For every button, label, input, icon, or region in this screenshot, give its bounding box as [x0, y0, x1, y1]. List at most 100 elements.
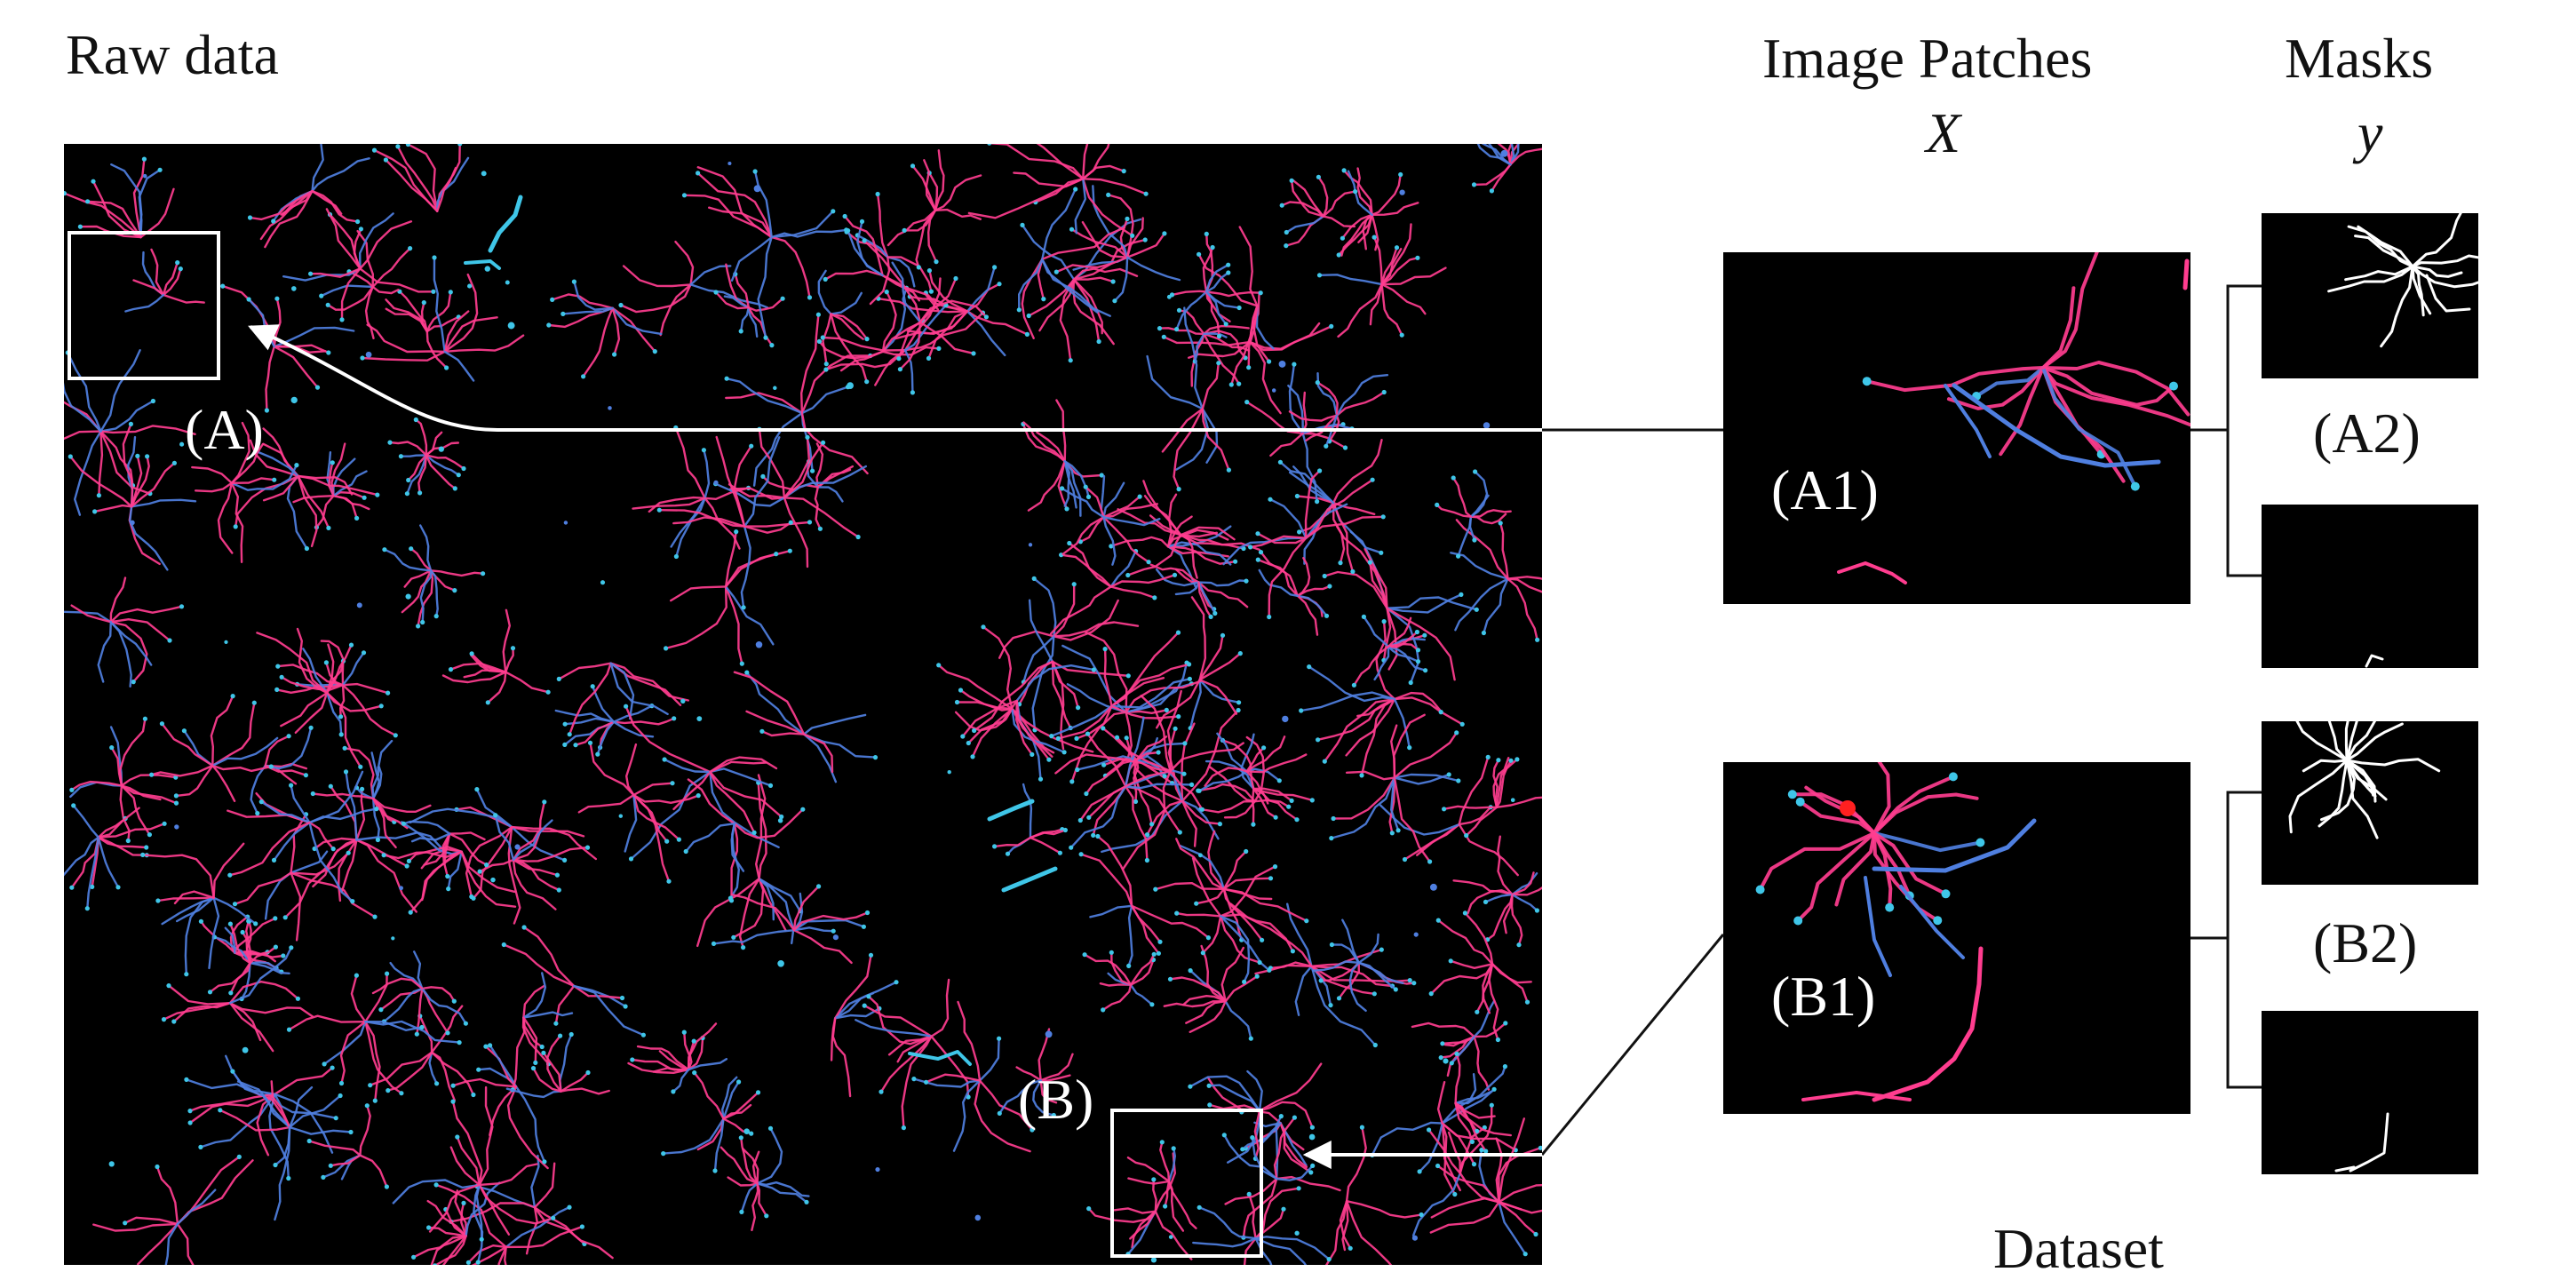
specimen-dot	[974, 1214, 982, 1221]
specimen-strand	[464, 259, 501, 270]
specimen-dot	[142, 173, 147, 179]
specimen-dot	[777, 818, 783, 823]
raw-data-title: Raw data	[66, 23, 279, 86]
raw-data-image: (A) (B)	[64, 144, 1542, 1265]
specimen-dot	[108, 1161, 115, 1167]
specimen-dot	[391, 936, 395, 941]
specimen-dot	[481, 171, 487, 177]
specimen-dot	[291, 286, 297, 291]
specimen-dot	[1028, 543, 1033, 547]
specimen-dot	[505, 280, 510, 285]
specimen-cluster	[310, 739, 432, 849]
specimen-dot	[399, 886, 403, 891]
specimen-cluster	[510, 972, 574, 1093]
specimen-cluster	[681, 166, 849, 340]
specimen-cluster	[546, 279, 663, 379]
specimen-cluster	[1442, 757, 1542, 839]
specimen-dot	[1483, 422, 1491, 429]
specimen-cluster	[724, 312, 873, 487]
patch-label-b1: (B1)	[1771, 965, 1876, 1028]
specimen-cluster	[711, 884, 871, 965]
dataset-label: Dataset	[1993, 1217, 2164, 1280]
specimen-dot	[130, 520, 135, 526]
patch-label-a1: (A1)	[1771, 458, 1879, 521]
specimen-cluster	[1146, 306, 1231, 492]
specimen-strand	[987, 799, 1035, 822]
specimen-cluster	[1221, 1114, 1341, 1240]
specimen-dot	[773, 386, 777, 391]
specimen-cluster	[286, 971, 462, 1103]
specimen-cluster	[1471, 144, 1542, 194]
specimen-cluster	[627, 1022, 728, 1094]
specimen-cluster	[505, 1031, 610, 1099]
specimen-cluster	[1454, 1051, 1512, 1154]
patch-b1-specimens	[1755, 762, 2037, 1102]
specimen-dot	[467, 283, 473, 289]
specimen-cluster	[1277, 439, 1384, 575]
mask-b2-bottom	[2262, 1011, 2478, 1174]
specimen-dot	[1411, 1235, 1418, 1241]
specimen-cluster	[1126, 1140, 1197, 1232]
specimen-dot	[1150, 1257, 1157, 1263]
specimen-cluster	[161, 945, 314, 1053]
specimen-cluster	[1316, 223, 1447, 338]
specimen-cluster	[368, 1005, 476, 1101]
mask-label-b2: (B2)	[2313, 911, 2418, 974]
specimen-dot	[1500, 149, 1508, 157]
specimen-strand	[2349, 1112, 2389, 1173]
specimen-cluster	[371, 950, 468, 1037]
specimen-strand	[2425, 274, 2471, 313]
specimen-cluster	[140, 842, 258, 977]
connector-b-outside	[1540, 934, 1725, 1156]
arrow-to-region-a	[248, 324, 1542, 432]
specimen-cluster	[1299, 619, 1465, 778]
specimen-dot	[365, 351, 372, 358]
specimen-cluster	[556, 662, 689, 737]
specimen-cluster	[911, 1000, 1035, 1153]
variable-y: y	[2357, 101, 2383, 164]
specimen-strand	[1872, 946, 1984, 1102]
specimen-dot	[242, 1046, 249, 1053]
specimen-dot	[438, 446, 444, 452]
masks-title: Masks	[2285, 27, 2434, 90]
specimen-cluster	[1086, 1152, 1193, 1260]
specimen-strand	[1001, 866, 1058, 893]
specimen-cluster	[1288, 372, 1389, 449]
specimen-dot	[1308, 1133, 1316, 1141]
specimen-cluster	[817, 269, 870, 385]
specimen-cluster	[360, 255, 525, 382]
specimen-cluster	[992, 783, 1068, 856]
specimen-cluster	[1428, 910, 1532, 1043]
specimen-dot	[743, 1128, 751, 1135]
specimen-cluster	[247, 144, 370, 249]
specimen-cluster	[282, 208, 436, 322]
specimen-cluster	[477, 799, 591, 910]
specimen-cluster	[733, 670, 879, 783]
specimen-dot	[1510, 798, 1515, 803]
specimen-cluster	[1452, 835, 1542, 948]
specimen-dot	[1429, 883, 1437, 891]
specimen-cluster	[1060, 474, 1161, 566]
specimen-cluster	[149, 694, 279, 802]
specimen-cluster	[501, 925, 647, 1038]
specimen-dot	[875, 1167, 880, 1173]
specimen-cluster	[1069, 716, 1195, 863]
specimen-cluster	[632, 425, 751, 560]
mask-a2-top-shape	[2327, 213, 2478, 348]
specimen-cluster	[1153, 830, 1309, 942]
specimen-dot	[727, 161, 732, 166]
specimen-cluster	[401, 820, 489, 879]
image-patch-b1: (B1)	[1723, 762, 2190, 1114]
specimen-cluster	[381, 821, 517, 915]
specimen-cluster	[2327, 213, 2478, 348]
specimen-cluster	[1049, 630, 1192, 742]
specimen-strand	[1899, 885, 1965, 959]
specimen-cluster	[441, 608, 551, 705]
patch-a1-specimens	[1837, 252, 2190, 584]
specimen-cluster	[382, 524, 486, 629]
specimen-cluster	[1049, 540, 1178, 635]
specimen-cluster	[1435, 469, 1512, 559]
specimen-dot	[947, 770, 951, 775]
specimen-cluster	[1163, 944, 1260, 1041]
specimen-strand	[2365, 654, 2384, 668]
